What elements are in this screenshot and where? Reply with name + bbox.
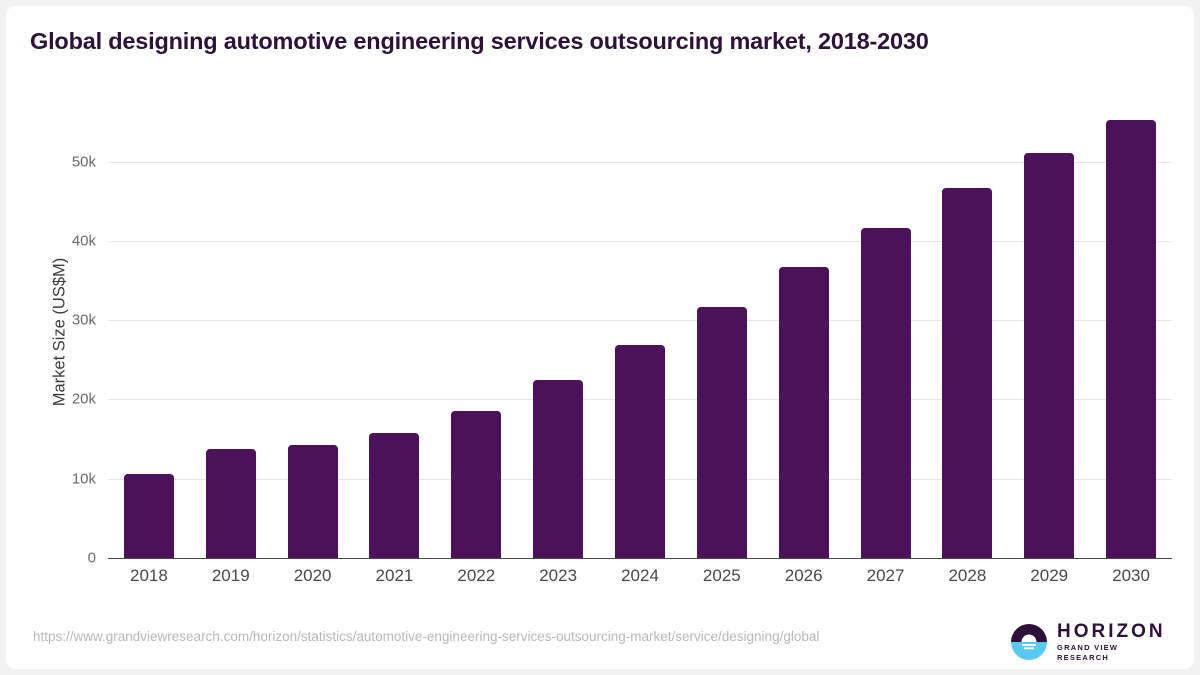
source-url[interactable]: https://www.grandviewresearch.com/horizo… — [33, 629, 820, 644]
bar[interactable] — [1024, 152, 1075, 558]
bar[interactable] — [205, 448, 256, 558]
bar[interactable] — [615, 344, 665, 558]
x-axis-tick-labels: 2018 2019 2020 2021 2022 2023 2024 2025 2026 2027… — [108, 566, 1172, 596]
x-axis-tick-label: 2022 — [457, 566, 496, 585]
logo-text-block: HORIZON GRAND VIEW RESEARCH — [1057, 620, 1171, 663]
x-axis-tick-label: 2018 — [130, 566, 168, 585]
x-axis-tick-label: 2021 — [375, 566, 414, 585]
bar[interactable] — [123, 473, 174, 558]
x-axis-tick-label: 2025 — [702, 566, 741, 585]
y-axis-tick-label: 30k — [71, 311, 96, 329]
bar[interactable] — [533, 379, 584, 558]
logo-name: HORIZON — [1057, 620, 1166, 642]
x-axis-tick-label: 2026 — [784, 566, 823, 585]
x-axis-tick-label: 2030 — [1112, 566, 1150, 585]
horizon-sun-circle-icon — [1011, 624, 1047, 660]
x-axis-tick-label: 2024 — [621, 566, 659, 585]
x-axis-tick-label: 2028 — [948, 566, 987, 585]
x-axis-line — [108, 557, 1172, 559]
horizon-logo: HORIZON GRAND VIEW RESEARCH — [1011, 621, 1171, 663]
y-axis-tick-label: 0 — [87, 549, 96, 567]
x-axis-tick-label: 2029 — [1030, 566, 1069, 585]
gridline — [108, 161, 1172, 163]
gridline — [108, 320, 1172, 322]
y-axis-tick-label: 10k — [71, 470, 96, 488]
x-axis-tick-label: 2020 — [293, 566, 332, 585]
bar[interactable] — [287, 444, 338, 558]
bar[interactable] — [696, 307, 747, 558]
y-axis-tick-label: 20k — [71, 390, 96, 408]
bar[interactable] — [1106, 120, 1157, 558]
chart-title: Global designing automotive engineering … — [30, 28, 929, 54]
bar[interactable] — [369, 432, 420, 558]
bar-series — [108, 106, 1172, 558]
bar[interactable] — [451, 410, 502, 558]
x-axis-tick-label: 2027 — [866, 566, 905, 585]
y-axis-tick-label: 40k — [71, 232, 96, 250]
y-axis-tick-label: 50k — [71, 153, 96, 170]
x-axis-tick-label: 2023 — [539, 566, 578, 585]
bar[interactable] — [860, 228, 911, 558]
plot-area: 0 10k 20k 30k 40k 50k 2018 2019 2020 2021 2022 202… — [6, 6, 1194, 669]
plot-canvas — [108, 106, 1172, 559]
gridline — [108, 240, 1172, 242]
bar[interactable] — [778, 266, 829, 558]
chart-card: Global designing automotive engineering … — [6, 6, 1194, 669]
logo-tagline: GRAND VIEW RESEARCH — [1057, 642, 1119, 662]
bar[interactable] — [942, 188, 993, 558]
x-axis-tick-label: 2019 — [211, 566, 250, 585]
